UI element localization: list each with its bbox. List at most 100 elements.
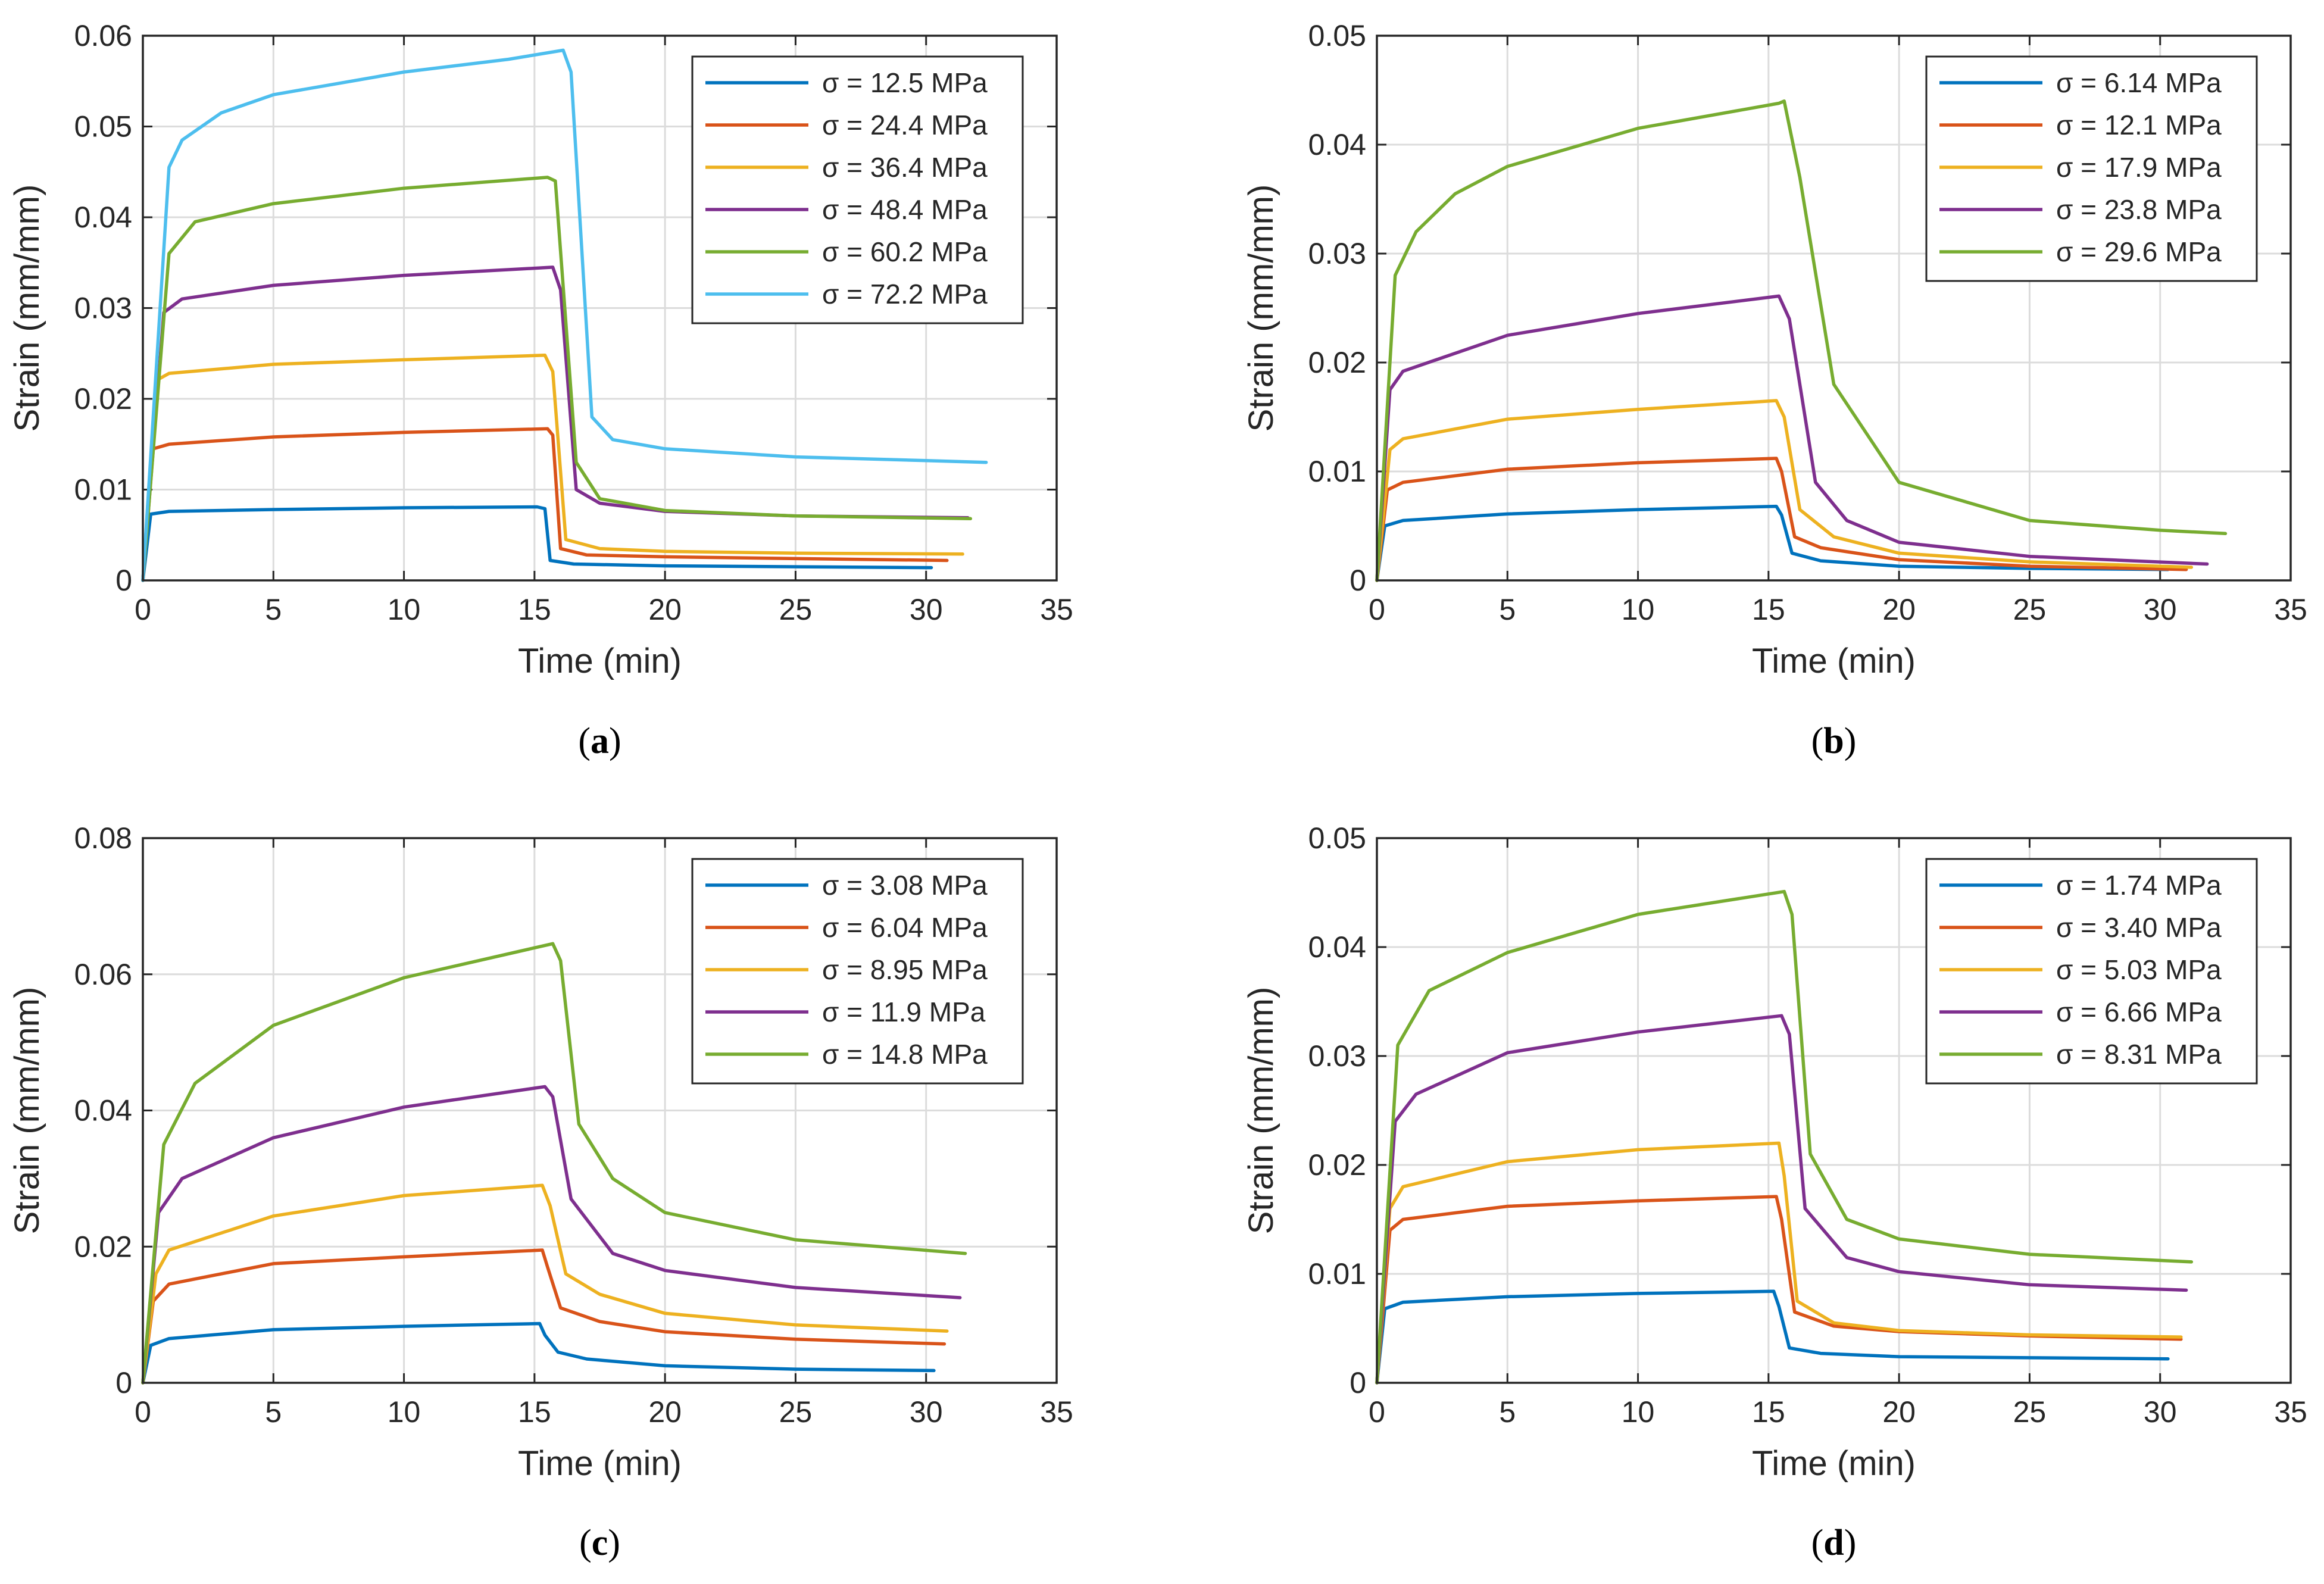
panel-caption: (d) <box>1811 1523 1857 1563</box>
series-line-2 <box>141 1248 947 1385</box>
x-tick-label: 10 <box>388 593 421 626</box>
y-tick-label: 0.04 <box>1308 930 1366 964</box>
legend-label: σ = 12.5 MPa <box>822 67 988 98</box>
x-tick-label: 20 <box>1882 593 1916 626</box>
y-tick-label: 0 <box>115 1366 132 1399</box>
y-axis-title: Strain (mm/mm) <box>1242 987 1280 1235</box>
y-tick-label: 0.04 <box>74 1094 132 1127</box>
y-tick-label: 0 <box>1350 564 1366 597</box>
legend-label: σ = 3.40 MPa <box>2056 912 2222 943</box>
y-axis-title: Strain (mm/mm) <box>8 987 46 1235</box>
series-line-4 <box>1375 1014 2188 1385</box>
chart-d: 0 5 10 15 20 25 30 35 0 0.01 0.02 0.03 0.04 0.05 Time … <box>1242 821 2307 1563</box>
legend-label: σ = 48.4 MPa <box>822 194 988 225</box>
series-line-3 <box>141 354 964 582</box>
x-tick-label: 5 <box>1499 1395 1516 1429</box>
panel-caption: (b) <box>1811 721 1857 761</box>
x-axis-title: Time (min) <box>518 1444 682 1483</box>
series-line-1 <box>1375 1289 2170 1385</box>
series-line-5 <box>1375 889 2194 1385</box>
x-tick-label: 15 <box>1752 1395 1785 1429</box>
x-tick-label: 25 <box>2013 593 2047 626</box>
series-line-1 <box>1375 504 2170 582</box>
y-tick-label: 0.03 <box>74 292 132 325</box>
axes-box <box>1376 35 2292 582</box>
y-tick-label: 0.02 <box>74 1230 132 1263</box>
legend-label: σ = 24.4 MPa <box>822 110 988 140</box>
y-tick-label: 0.08 <box>74 821 132 855</box>
x-tick-label: 0 <box>135 1395 151 1429</box>
series-line-4 <box>1375 294 2209 582</box>
y-tick-label: 0.01 <box>74 473 132 507</box>
panel-caption: (a) <box>578 721 621 761</box>
y-tick-label: 0.05 <box>74 110 132 143</box>
legend-label: σ = 29.6 MPa <box>2056 236 2222 267</box>
x-tick-label: 10 <box>1622 593 1655 626</box>
y-tick-label: 0.03 <box>1308 237 1366 270</box>
legend-label: σ = 36.4 MPa <box>822 152 988 183</box>
series-line-5 <box>141 176 973 582</box>
legend-label: σ = 23.8 MPa <box>2056 194 2222 225</box>
legend-box <box>691 55 1024 324</box>
y-tick-label: 0.05 <box>1308 19 1366 52</box>
x-tick-label: 25 <box>779 1395 813 1429</box>
panel-caption: (c) <box>579 1523 620 1563</box>
y-axis-title: Strain (mm/mm) <box>1242 185 1280 432</box>
legend-label: σ = 11.9 MPa <box>822 996 986 1027</box>
series-line-3 <box>141 1183 949 1385</box>
x-axis-title: Time (min) <box>1752 642 1916 680</box>
x-tick-label: 5 <box>1499 593 1516 626</box>
series-line-5 <box>141 942 967 1385</box>
x-tick-label: 25 <box>2013 1395 2047 1429</box>
x-tick-label: 5 <box>265 1395 282 1429</box>
legend-label: σ = 1.74 MPa <box>2056 870 2222 901</box>
chart-a: 0 5 10 15 20 25 30 35 0 0.01 0.02 0.03 0.04 0.05 0.06 T… <box>8 19 1073 761</box>
y-tick-label: 0.01 <box>1308 455 1366 488</box>
x-tick-label: 0 <box>1369 1395 1385 1429</box>
x-tick-label: 30 <box>910 1395 943 1429</box>
x-tick-label: 10 <box>1622 1395 1655 1429</box>
y-tick-label: 0 <box>115 564 132 597</box>
y-tick-label: 0.02 <box>74 382 132 415</box>
x-tick-label: 0 <box>1369 593 1385 626</box>
y-tick-label: 0.06 <box>74 958 132 991</box>
y-tick-label: 0.04 <box>74 201 132 234</box>
legend-label: σ = 8.31 MPa <box>2056 1039 2222 1070</box>
axes-box <box>142 837 1058 1384</box>
x-tick-label: 25 <box>779 593 813 626</box>
x-tick-label: 30 <box>2144 1395 2177 1429</box>
series-line-5 <box>1375 99 2228 582</box>
series-line-3 <box>1375 1141 2183 1385</box>
y-tick-label: 0.05 <box>1308 821 1366 855</box>
x-tick-label: 35 <box>2274 1395 2307 1429</box>
x-tick-label: 5 <box>265 593 282 626</box>
series-line-1 <box>141 1321 936 1385</box>
series-line-6 <box>141 48 988 582</box>
series-line-4 <box>141 1085 962 1385</box>
legend-label: σ = 6.14 MPa <box>2056 67 2222 98</box>
legend-label: σ = 6.66 MPa <box>2056 996 2222 1027</box>
legend-label: σ = 3.08 MPa <box>822 870 988 901</box>
x-tick-label: 10 <box>388 1395 421 1429</box>
y-tick-label: 0.01 <box>1308 1257 1366 1291</box>
x-tick-label: 35 <box>2274 593 2307 626</box>
legend-label: σ = 8.95 MPa <box>822 954 988 985</box>
y-axis-title: Strain (mm/mm) <box>8 185 46 432</box>
series-line-2 <box>1375 457 2188 582</box>
x-tick-label: 15 <box>1752 593 1785 626</box>
legend-label: σ = 5.03 MPa <box>2056 954 2222 985</box>
x-tick-label: 20 <box>1882 1395 1916 1429</box>
x-tick-label: 20 <box>648 1395 682 1429</box>
legend-label: σ = 60.2 MPa <box>822 236 988 267</box>
x-tick-label: 20 <box>648 593 682 626</box>
x-tick-label: 30 <box>910 593 943 626</box>
axes-box <box>1376 837 2292 1384</box>
y-tick-label: 0.02 <box>1308 1148 1366 1182</box>
legend-label: σ = 72.2 MPa <box>822 279 988 310</box>
x-tick-label: 15 <box>518 593 551 626</box>
legend-label: σ = 12.1 MPa <box>2056 110 2222 140</box>
x-tick-label: 30 <box>2144 593 2177 626</box>
x-tick-label: 35 <box>1040 593 1073 626</box>
chart-c: 0 5 10 15 20 25 30 35 0 0.02 0.04 0.06 0.08 Time (min… <box>8 821 1073 1563</box>
